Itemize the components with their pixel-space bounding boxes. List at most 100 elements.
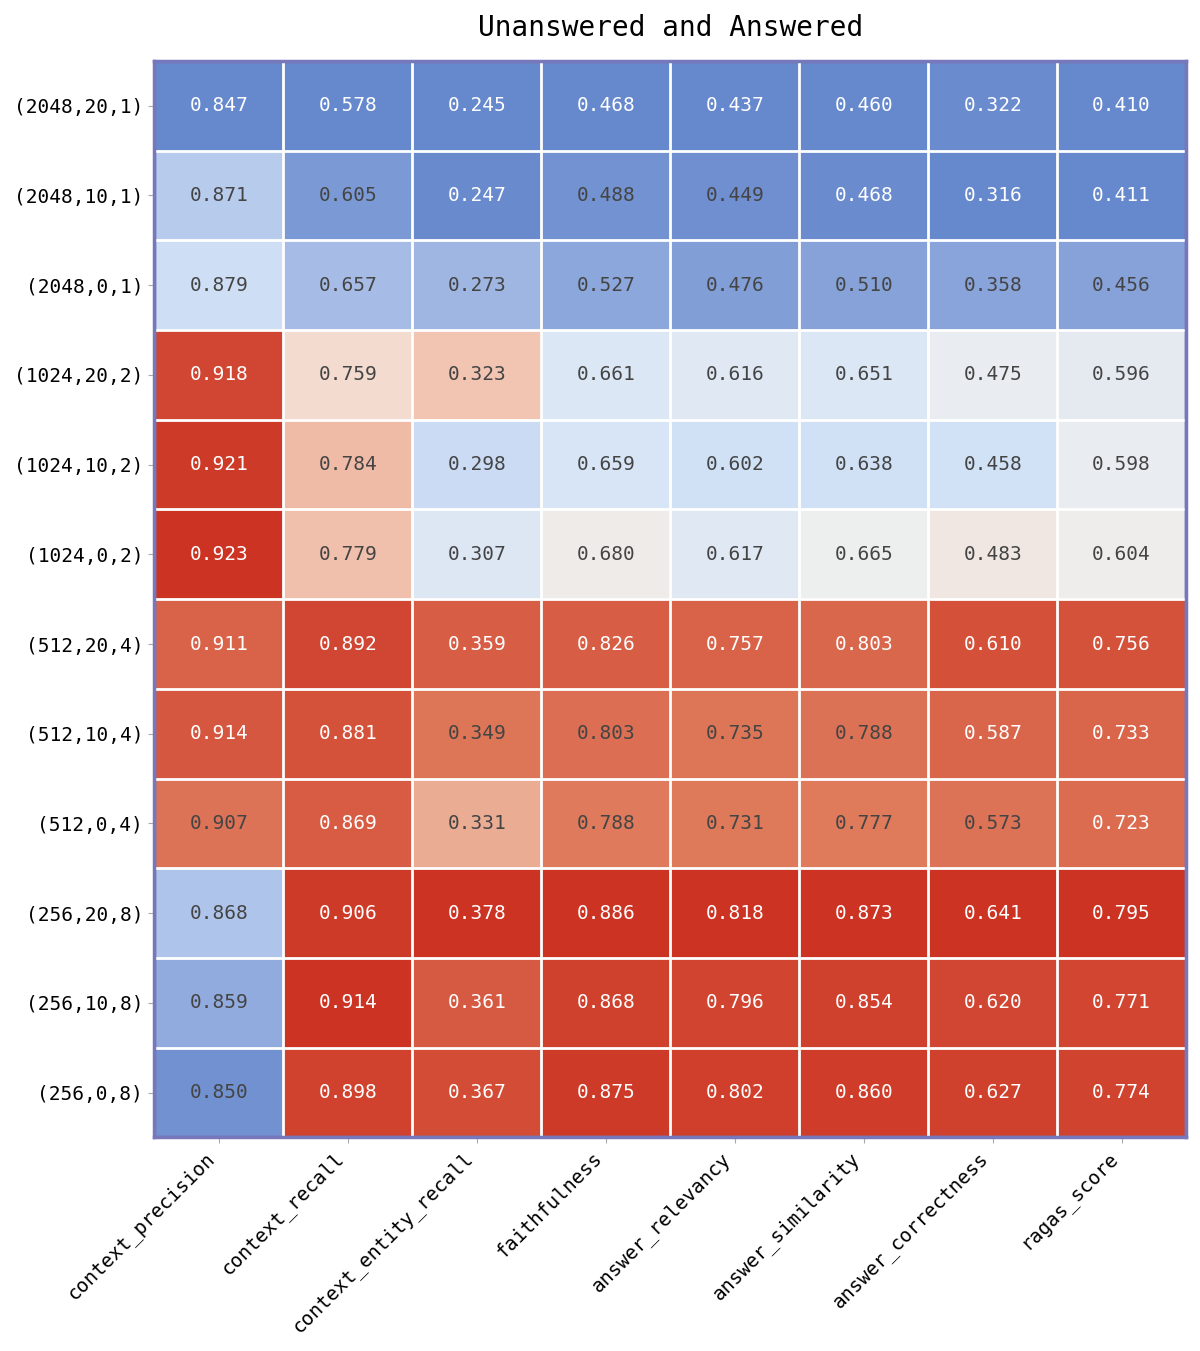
Text: 0.617: 0.617 (706, 544, 764, 563)
Text: 0.871: 0.871 (190, 186, 248, 205)
Text: 0.460: 0.460 (834, 96, 893, 115)
Bar (928, 1048, 1057, 1138)
Text: 0.875: 0.875 (576, 1084, 635, 1102)
Bar (155, 61, 283, 150)
Bar (413, 150, 541, 240)
Bar (670, 1048, 799, 1138)
Text: 0.367: 0.367 (448, 1084, 506, 1102)
Bar (928, 689, 1057, 778)
Bar (413, 869, 541, 958)
Text: 0.483: 0.483 (964, 544, 1022, 563)
Text: 0.273: 0.273 (448, 276, 506, 295)
Bar (155, 778, 283, 869)
Text: 0.803: 0.803 (576, 724, 635, 743)
Bar (670, 420, 799, 509)
Bar (283, 509, 413, 598)
Bar (670, 330, 799, 420)
Bar (541, 150, 670, 240)
Text: 0.923: 0.923 (190, 544, 248, 563)
Bar (928, 240, 1057, 330)
Text: 0.587: 0.587 (964, 724, 1022, 743)
Text: 0.914: 0.914 (190, 724, 248, 743)
Text: 0.596: 0.596 (1092, 365, 1151, 385)
Bar (670, 598, 799, 689)
Text: 0.638: 0.638 (834, 455, 893, 474)
Text: 0.795: 0.795 (1092, 904, 1151, 923)
Bar (670, 61, 799, 150)
Text: 0.578: 0.578 (318, 96, 377, 115)
Text: 0.784: 0.784 (318, 455, 377, 474)
Bar (1057, 150, 1186, 240)
Bar (1057, 869, 1186, 958)
Text: 0.476: 0.476 (706, 276, 764, 295)
Text: 0.616: 0.616 (706, 365, 764, 385)
Text: 0.788: 0.788 (834, 724, 893, 743)
Bar (670, 958, 799, 1048)
Bar (928, 778, 1057, 869)
Bar (283, 958, 413, 1048)
Text: 0.774: 0.774 (1092, 1084, 1151, 1102)
Text: 0.657: 0.657 (318, 276, 377, 295)
Text: 0.854: 0.854 (834, 993, 893, 1012)
Bar (799, 958, 928, 1048)
Text: 0.411: 0.411 (1092, 186, 1151, 205)
Bar (155, 958, 283, 1048)
Bar (413, 420, 541, 509)
Bar (283, 61, 413, 150)
Text: 0.620: 0.620 (964, 993, 1022, 1012)
Bar (670, 689, 799, 778)
Bar (799, 420, 928, 509)
Bar (928, 150, 1057, 240)
Text: 0.316: 0.316 (964, 186, 1022, 205)
Text: 0.906: 0.906 (318, 904, 377, 923)
Bar (155, 509, 283, 598)
Text: 0.627: 0.627 (964, 1084, 1022, 1102)
Bar (155, 240, 283, 330)
Text: 0.907: 0.907 (190, 813, 248, 834)
Bar (155, 1048, 283, 1138)
Text: 0.873: 0.873 (834, 904, 893, 923)
Title: Unanswered and Answered: Unanswered and Answered (478, 14, 863, 42)
Bar (413, 330, 541, 420)
Bar (155, 598, 283, 689)
Text: 0.245: 0.245 (448, 96, 506, 115)
Text: 0.468: 0.468 (834, 186, 893, 205)
Text: 0.759: 0.759 (318, 365, 377, 385)
Bar (799, 598, 928, 689)
Bar (1057, 509, 1186, 598)
Bar (541, 420, 670, 509)
Bar (413, 689, 541, 778)
Bar (928, 869, 1057, 958)
Bar (928, 598, 1057, 689)
Bar (799, 330, 928, 420)
Bar (1057, 778, 1186, 869)
Bar (283, 240, 413, 330)
Bar (799, 150, 928, 240)
Text: 0.527: 0.527 (576, 276, 635, 295)
Text: 0.361: 0.361 (448, 993, 506, 1012)
Bar (283, 420, 413, 509)
Bar (283, 1048, 413, 1138)
Text: 0.510: 0.510 (834, 276, 893, 295)
Text: 0.605: 0.605 (318, 186, 377, 205)
Bar (1057, 240, 1186, 330)
Text: 0.456: 0.456 (1092, 276, 1151, 295)
Text: 0.859: 0.859 (190, 993, 248, 1012)
Text: 0.598: 0.598 (1092, 455, 1151, 474)
Bar (541, 61, 670, 150)
Text: 0.886: 0.886 (576, 904, 635, 923)
Text: 0.661: 0.661 (576, 365, 635, 385)
Text: 0.331: 0.331 (448, 813, 506, 834)
Text: 0.437: 0.437 (706, 96, 764, 115)
Text: 0.788: 0.788 (576, 813, 635, 834)
Text: 0.468: 0.468 (576, 96, 635, 115)
Bar (799, 509, 928, 598)
Bar (928, 509, 1057, 598)
Bar (283, 330, 413, 420)
Text: 0.665: 0.665 (834, 544, 893, 563)
Bar (541, 869, 670, 958)
Bar (283, 869, 413, 958)
Bar (1057, 1048, 1186, 1138)
Text: 0.868: 0.868 (190, 904, 248, 923)
Bar (541, 778, 670, 869)
